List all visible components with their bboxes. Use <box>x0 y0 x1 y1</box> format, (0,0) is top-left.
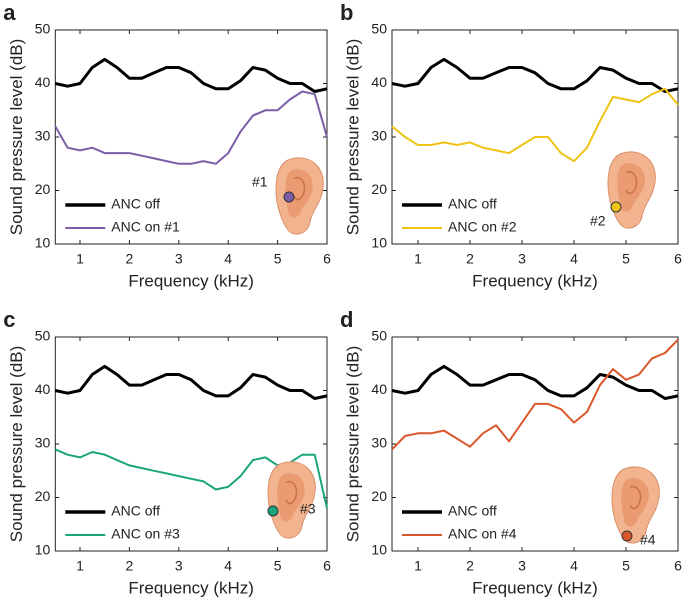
ear-inner <box>285 169 313 218</box>
panel: a 10 20 30 40 50 1 2 3 4 5 6 Frequency (kHz) Sound pr… <box>3 0 331 290</box>
legend-label: ANC off <box>111 196 160 212</box>
ear-shade <box>629 485 642 510</box>
x-axis-title: Frequency (kHz) <box>472 578 598 597</box>
x-tick-label: 6 <box>674 251 682 267</box>
y-tick-label: 40 <box>371 381 387 397</box>
x-tick-label: 5 <box>622 558 630 574</box>
ear-icon <box>607 151 656 229</box>
x-tick-label: 5 <box>274 558 282 574</box>
x-tick-label: 3 <box>518 251 526 267</box>
placement-dot <box>621 530 633 542</box>
ear-inner <box>617 163 645 212</box>
y-tick-label: 20 <box>371 181 387 197</box>
y-tick-label: 50 <box>371 21 387 37</box>
ear-shade <box>625 170 638 195</box>
legend-label: ANC off <box>448 196 497 212</box>
legend-label: ANC on #4 <box>448 526 517 542</box>
y-tick-label: 30 <box>371 128 387 144</box>
y-tick-label: 50 <box>35 328 51 344</box>
annotation: #1 <box>252 174 268 190</box>
annotation: #2 <box>590 213 606 229</box>
y-tick-label: 10 <box>371 542 387 558</box>
panel-letter: b <box>340 0 353 25</box>
x-tick-label: 4 <box>570 251 578 267</box>
y-tick-label: 20 <box>371 488 387 504</box>
y-tick-label: 50 <box>35 21 51 37</box>
x-tick-label: 2 <box>466 558 474 574</box>
legend-label: ANC off <box>448 503 497 519</box>
y-axis-title: Sound pressure level (dB) <box>343 346 362 543</box>
x-tick-label: 3 <box>175 558 183 574</box>
placement-dot <box>283 191 295 203</box>
y-tick-label: 30 <box>35 435 51 451</box>
x-tick-label: 3 <box>175 251 183 267</box>
y-tick-label: 20 <box>35 181 51 197</box>
legend-label: ANC on #2 <box>448 219 517 235</box>
panel: d 10 20 30 40 50 1 2 3 4 5 6 Frequency (kHz) Sound pr… <box>340 307 682 598</box>
x-tick-label: 6 <box>323 558 331 574</box>
ear-icon <box>267 461 316 539</box>
panel: c 10 20 30 40 50 1 2 3 4 5 6 Frequency (kHz) Sound pr… <box>3 307 331 598</box>
y-tick-label: 10 <box>35 542 51 558</box>
x-axis-title: Frequency (kHz) <box>128 271 254 290</box>
ear-icon <box>611 466 660 544</box>
series-line <box>391 57 679 93</box>
y-axis-title: Sound pressure level (dB) <box>343 39 362 236</box>
panel-letter: c <box>3 307 15 332</box>
ear-shade <box>293 176 306 201</box>
legend-label: ANC on #3 <box>111 526 180 542</box>
series-line <box>54 90 328 165</box>
y-tick-label: 10 <box>35 235 51 251</box>
x-tick-label: 4 <box>570 558 578 574</box>
x-tick-label: 1 <box>76 251 84 267</box>
panel-letter: a <box>3 0 16 25</box>
series-line <box>54 57 328 93</box>
y-axis-title: Sound pressure level (dB) <box>7 39 26 236</box>
y-tick-label: 40 <box>35 74 51 90</box>
x-axis-title: Frequency (kHz) <box>128 578 254 597</box>
y-tick-label: 40 <box>35 381 51 397</box>
series-line <box>391 339 679 451</box>
x-tick-label: 2 <box>126 251 134 267</box>
x-tick-label: 4 <box>224 251 232 267</box>
y-axis-title: Sound pressure level (dB) <box>7 346 26 543</box>
x-tick-label: 1 <box>76 558 84 574</box>
ear-inner <box>621 478 649 527</box>
ear-shade <box>285 480 298 505</box>
x-tick-label: 4 <box>224 558 232 574</box>
placement-dot <box>610 201 622 213</box>
y-tick-label: 50 <box>371 328 387 344</box>
x-tick-label: 5 <box>622 251 630 267</box>
y-tick-label: 40 <box>371 74 387 90</box>
x-tick-label: 1 <box>414 558 422 574</box>
series-line <box>391 364 679 400</box>
y-tick-label: 20 <box>35 488 51 504</box>
y-tick-label: 30 <box>35 128 51 144</box>
y-tick-label: 30 <box>371 435 387 451</box>
x-tick-label: 6 <box>323 251 331 267</box>
series-line <box>54 364 328 400</box>
x-tick-label: 3 <box>518 558 526 574</box>
y-tick-label: 10 <box>371 235 387 251</box>
x-axis-title: Frequency (kHz) <box>472 271 598 290</box>
x-tick-label: 1 <box>414 251 422 267</box>
x-tick-label: 2 <box>126 558 134 574</box>
annotation: #3 <box>300 501 316 517</box>
legend-label: ANC on #1 <box>111 219 180 235</box>
panel-letter: d <box>340 307 353 332</box>
legend-label: ANC off <box>111 503 160 519</box>
panel: b 10 20 30 40 50 1 2 3 4 5 6 Frequency (kHz) Sound pr… <box>340 0 682 290</box>
ear-icon <box>275 157 324 235</box>
x-tick-label: 6 <box>674 558 682 574</box>
x-tick-label: 5 <box>274 251 282 267</box>
ear-inner <box>277 473 305 522</box>
annotation: #4 <box>640 532 656 548</box>
placement-dot <box>267 505 279 517</box>
series-line <box>391 87 679 163</box>
x-tick-label: 2 <box>466 251 474 267</box>
